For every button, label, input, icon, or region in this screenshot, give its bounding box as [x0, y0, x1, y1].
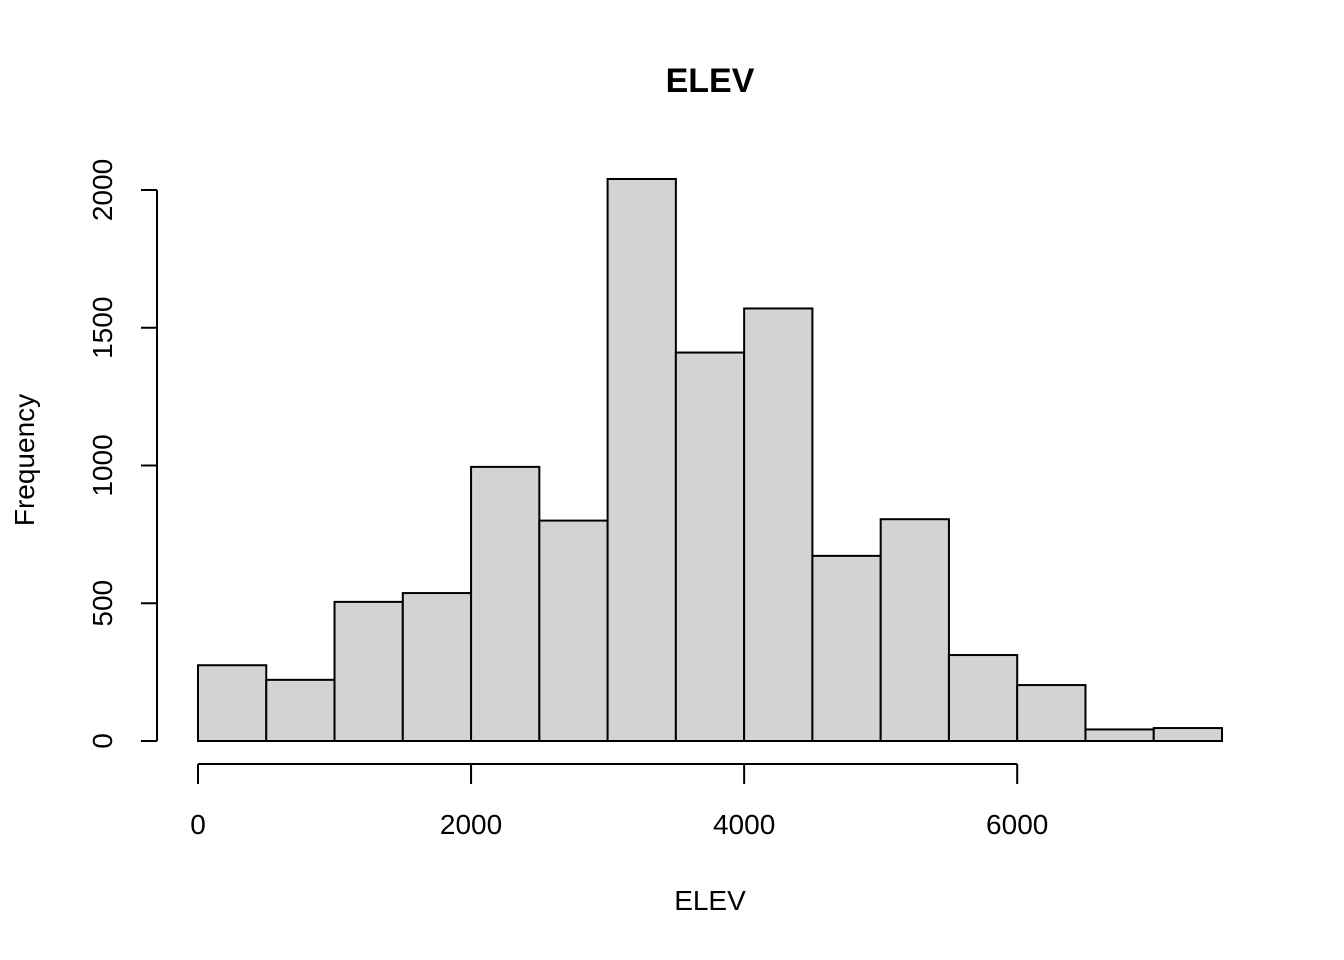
histogram-bar-6 [606, 177, 677, 743]
histogram-bar-11 [947, 654, 1019, 743]
y-axis: 0 500 1000 1500 2000 [87, 159, 158, 749]
x-tick-label-1: 2000 [440, 809, 502, 840]
histogram-bar-7 [674, 351, 746, 742]
histogram-bar-3 [401, 592, 473, 743]
histogram-bar-1 [265, 678, 336, 742]
histogram-bar-12 [1016, 684, 1087, 742]
x-axis-label: ELEV [674, 885, 746, 916]
histogram-bar-4 [470, 465, 541, 742]
histogram-bar-10 [879, 518, 950, 742]
histogram-bar-9 [811, 554, 882, 743]
x-axis: 0 2000 4000 6000 [190, 763, 1048, 840]
histogram-bar-0 [197, 664, 268, 742]
y-tick-label-1: 500 [87, 580, 118, 627]
histogram-bar-8 [743, 307, 814, 742]
x-tick-label-3: 6000 [986, 809, 1048, 840]
histogram-bar-13 [1084, 728, 1155, 743]
histogram-bar-14 [1152, 727, 1223, 743]
y-tick-label-4: 2000 [87, 159, 118, 221]
histogram-bars [197, 177, 1223, 743]
y-tick-label-2: 1000 [87, 434, 118, 496]
histogram-bar-5 [538, 519, 609, 742]
chart-title: ELEV [666, 62, 755, 100]
x-tick-label-2: 4000 [713, 809, 775, 840]
y-axis-label: Frequency [9, 394, 40, 526]
y-tick-label-0: 0 [87, 733, 118, 749]
y-tick-label-3: 1500 [87, 297, 118, 359]
x-tick-label-0: 0 [190, 809, 206, 840]
histogram-bar-2 [333, 600, 404, 742]
